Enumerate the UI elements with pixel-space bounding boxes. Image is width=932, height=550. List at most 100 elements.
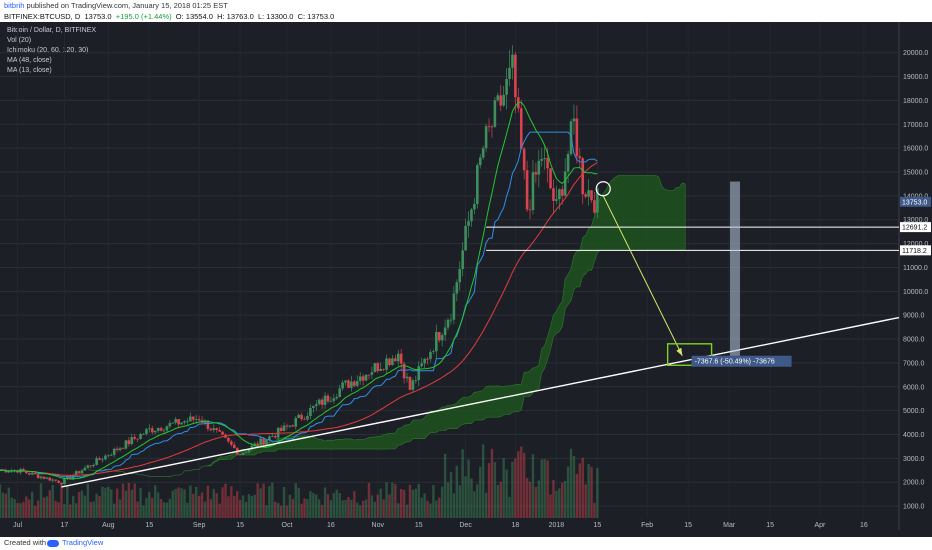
candle-body	[309, 408, 312, 417]
tradingview-logo[interactable]: TradingView	[47, 538, 103, 547]
candle-body	[373, 363, 377, 373]
volume-bar	[534, 486, 538, 518]
candle-body	[66, 476, 69, 479]
volume-bar	[121, 483, 125, 518]
candle-body	[505, 78, 508, 95]
volume-bar	[332, 492, 336, 518]
tradingview-brand: TradingView	[62, 538, 104, 547]
volume-bar	[39, 483, 43, 518]
volume-bar	[36, 500, 40, 518]
candle-body	[411, 380, 415, 390]
candle-body	[347, 380, 350, 388]
volume-bar	[69, 504, 72, 518]
y-tick-label: 18000.0	[903, 98, 928, 105]
y-tick-label: 10000.0	[903, 289, 928, 296]
candle-body	[54, 479, 57, 481]
volume-bar	[133, 483, 136, 518]
current-price-label: 13753.0	[902, 199, 927, 206]
volume-bar	[159, 498, 163, 518]
level-tag	[900, 222, 931, 233]
volume-bar	[309, 491, 312, 518]
volume-bar	[426, 500, 429, 518]
candle-body	[268, 436, 271, 440]
volume-bar	[350, 499, 353, 518]
candle-body	[162, 430, 166, 432]
x-tick-label: Jul	[13, 522, 22, 529]
volume-bar	[323, 487, 327, 518]
volume-bar	[118, 499, 122, 518]
volume-bar	[45, 496, 49, 518]
candle-body	[464, 225, 467, 251]
volume-bar	[186, 502, 189, 518]
candle-body	[446, 319, 450, 328]
author-link[interactable]: bitbrih	[4, 1, 25, 10]
candle-body	[51, 479, 55, 481]
candle-body	[168, 423, 172, 427]
candle-body	[522, 148, 526, 171]
candle-body	[367, 374, 371, 376]
y-tick-label: 9000.0	[903, 313, 925, 320]
volume-bar	[288, 494, 292, 518]
candle-body	[376, 363, 380, 372]
candle-body	[481, 148, 485, 158]
ohlc-close: C: 13753.0	[297, 12, 335, 21]
volume-bar	[4, 493, 8, 518]
candle-body	[241, 452, 245, 455]
volume-bar	[344, 500, 347, 518]
symbol-line: BITFINEX:BTCUSD, D	[4, 12, 81, 21]
volume-bar	[379, 488, 382, 518]
volume-bar	[373, 501, 377, 518]
candle-body	[191, 416, 195, 420]
volume-bar	[1, 492, 5, 518]
volume-bar	[394, 484, 397, 518]
volume-bar	[180, 488, 183, 518]
candle-body	[555, 199, 558, 201]
candle-body	[136, 438, 139, 440]
volume-bar	[522, 452, 526, 518]
volume-bar	[203, 501, 207, 518]
candle-body	[335, 397, 339, 399]
volume-bar	[256, 483, 259, 518]
volume-bar	[593, 502, 596, 518]
volume-bar	[449, 472, 453, 518]
candle-body	[63, 478, 66, 485]
volume-bar	[54, 500, 57, 518]
volume-bar	[435, 500, 438, 518]
candle-body	[118, 448, 122, 451]
volume-bar	[60, 482, 63, 518]
volume-bar	[408, 484, 412, 518]
volume-bar	[215, 493, 218, 518]
y-tick-label: 2000.0	[903, 480, 925, 487]
candle-body	[238, 454, 242, 456]
footer: Created with TradingView	[0, 537, 932, 550]
y-tick-label: 15000.0	[903, 170, 928, 177]
chart-area[interactable]: Bitcoin / Dollar, D, BITFINEX Vol (20) I…	[0, 22, 932, 537]
volume-bar	[253, 494, 256, 518]
candle-body	[396, 353, 400, 362]
candle-body	[332, 398, 336, 401]
volume-bar	[244, 501, 248, 518]
candle-body	[279, 427, 283, 431]
candle-body	[77, 471, 81, 474]
candle-body	[206, 420, 210, 429]
ohlc-high: H: 13763.0	[217, 12, 254, 21]
volume-bar	[537, 480, 541, 518]
candle-body	[388, 358, 391, 366]
volume-bar	[569, 448, 573, 518]
volume-bar	[297, 487, 300, 518]
volume-bar	[549, 494, 552, 518]
candle-body	[572, 118, 576, 122]
price-chart-svg[interactable]: 1000.0 2000.0 3000.0 4000.0 5000.0 6000.0 7000…	[0, 22, 932, 537]
volume-bar	[274, 501, 277, 518]
published-text: published on TradingView.com, January 15…	[26, 1, 228, 10]
volume-bar	[572, 455, 576, 518]
volume-bar	[174, 488, 177, 518]
volume-bar	[493, 462, 497, 518]
volume-bar	[28, 499, 31, 518]
candle-body	[121, 448, 125, 450]
volume-bar	[467, 459, 470, 518]
candle-body	[80, 470, 84, 474]
volume-bar	[25, 496, 28, 518]
candle-body	[57, 480, 60, 483]
volume-bar	[575, 473, 579, 518]
